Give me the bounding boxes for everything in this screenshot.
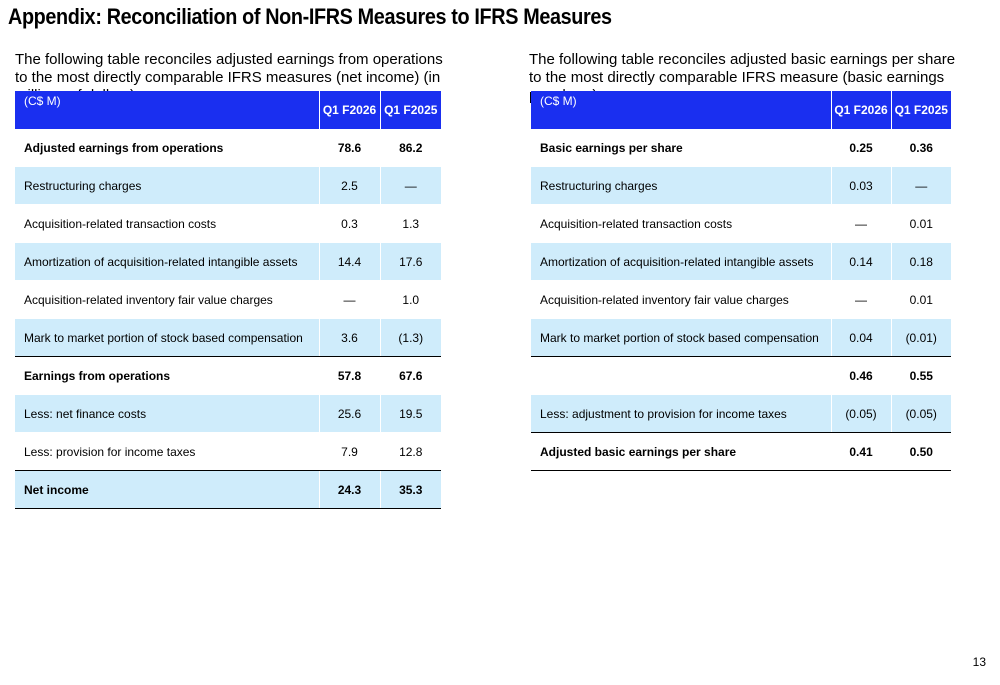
column-header-q1-f2026: Q1 F2026 bbox=[830, 91, 891, 129]
value-q1-f2026: (0.05) bbox=[830, 394, 891, 433]
table-row: Basic earnings per share 0.25 0.36 bbox=[531, 129, 951, 167]
table-row: Acquisition-related transaction costs 0.… bbox=[15, 204, 441, 243]
table-row: Acquisition-related inventory fair value… bbox=[531, 280, 951, 319]
row-label: Mark to market portion of stock based co… bbox=[15, 318, 319, 357]
page-title: Appendix: Reconciliation of Non-IFRS Mea… bbox=[8, 4, 612, 29]
eps-reconciliation-table: (C$ M) Q1 F2026 Q1 F2025 Basic earnings … bbox=[531, 91, 951, 471]
row-label: Amortization of acquisition-related inta… bbox=[531, 242, 831, 281]
table-row: Amortization of acquisition-related inta… bbox=[531, 242, 951, 281]
value-q1-f2026: 78.6 bbox=[318, 129, 380, 167]
column-header-q1-f2025: Q1 F2025 bbox=[890, 91, 951, 129]
table-row-subtotal: 0.46 0.55 bbox=[531, 356, 951, 395]
value-q1-f2026: 14.4 bbox=[318, 242, 380, 281]
row-label: Acquisition-related transaction costs bbox=[15, 204, 319, 243]
row-label: Acquisition-related inventory fair value… bbox=[15, 280, 319, 319]
value-q1-f2025: (1.3) bbox=[379, 318, 441, 357]
value-q1-f2026: 2.5 bbox=[318, 166, 380, 205]
table-row: Earnings from operations 57.8 67.6 bbox=[15, 356, 441, 395]
table-row: Amortization of acquisition-related inta… bbox=[15, 242, 441, 281]
table-row: Less: adjustment to provision for income… bbox=[531, 394, 951, 433]
row-label: Earnings from operations bbox=[15, 356, 319, 395]
value-q1-f2025: (0.01) bbox=[890, 318, 951, 357]
value-q1-f2025: 1.0 bbox=[379, 280, 441, 319]
page-number: 13 bbox=[972, 655, 986, 669]
value-q1-f2026: 25.6 bbox=[318, 394, 380, 433]
value-q1-f2026: 0.3 bbox=[318, 204, 380, 243]
value-q1-f2026: 24.3 bbox=[318, 470, 380, 509]
value-q1-f2026: 0.03 bbox=[830, 166, 891, 205]
value-q1-f2025: 35.3 bbox=[379, 470, 441, 509]
value-q1-f2025: 0.01 bbox=[890, 280, 951, 319]
value-q1-f2025: 0.55 bbox=[890, 356, 951, 395]
value-q1-f2026: 3.6 bbox=[318, 318, 380, 357]
value-q1-f2025: 0.01 bbox=[890, 204, 951, 243]
row-label: Restructuring charges bbox=[15, 166, 319, 205]
row-label: Amortization of acquisition-related inta… bbox=[15, 242, 319, 281]
value-q1-f2026: 0.04 bbox=[830, 318, 891, 357]
table-row-total: Adjusted basic earnings per share 0.41 0… bbox=[531, 432, 951, 471]
table-row: Mark to market portion of stock based co… bbox=[531, 318, 951, 357]
value-q1-f2026: — bbox=[318, 280, 380, 319]
value-q1-f2026: 0.41 bbox=[830, 432, 891, 471]
table-row: Mark to market portion of stock based co… bbox=[15, 318, 441, 357]
column-header-q1-f2026: Q1 F2026 bbox=[318, 91, 380, 129]
row-label: Acquisition-related transaction costs bbox=[531, 204, 831, 243]
value-q1-f2025: 19.5 bbox=[379, 394, 441, 433]
row-label: Net income bbox=[15, 470, 319, 509]
value-q1-f2026: — bbox=[830, 204, 891, 243]
value-q1-f2026: 0.25 bbox=[830, 129, 891, 167]
row-label: Less: provision for income taxes bbox=[15, 432, 319, 471]
column-header-q1-f2025: Q1 F2025 bbox=[379, 91, 441, 129]
value-q1-f2025: 67.6 bbox=[379, 356, 441, 395]
row-label bbox=[531, 356, 831, 395]
table-row: Adjusted earnings from operations 78.6 8… bbox=[15, 129, 441, 167]
table-header-row: (C$ M) Q1 F2026 Q1 F2025 bbox=[531, 91, 951, 129]
net-income-reconciliation-table: (C$ M) Q1 F2026 Q1 F2025 Adjusted earnin… bbox=[15, 91, 441, 509]
value-q1-f2025: 17.6 bbox=[379, 242, 441, 281]
value-q1-f2025: 86.2 bbox=[379, 129, 441, 167]
value-q1-f2026: 7.9 bbox=[318, 432, 380, 471]
value-q1-f2025: 12.8 bbox=[379, 432, 441, 471]
value-q1-f2026: 0.46 bbox=[830, 356, 891, 395]
row-label: Less: adjustment to provision for income… bbox=[531, 394, 831, 433]
table-row: Restructuring charges 0.03 — bbox=[531, 166, 951, 205]
table-row: Less: net finance costs 25.6 19.5 bbox=[15, 394, 441, 433]
unit-label: (C$ M) bbox=[531, 91, 831, 129]
table-row-total: Net income 24.3 35.3 bbox=[15, 470, 441, 509]
value-q1-f2026: 57.8 bbox=[318, 356, 380, 395]
table-row: Restructuring charges 2.5 — bbox=[15, 166, 441, 205]
row-label: Acquisition-related inventory fair value… bbox=[531, 280, 831, 319]
table-header-row: (C$ M) Q1 F2026 Q1 F2025 bbox=[15, 91, 441, 129]
value-q1-f2025: — bbox=[890, 166, 951, 205]
value-q1-f2025: 0.50 bbox=[890, 432, 951, 471]
table-row: Less: provision for income taxes 7.9 12.… bbox=[15, 432, 441, 471]
row-label: Restructuring charges bbox=[531, 166, 831, 205]
row-label: Less: net finance costs bbox=[15, 394, 319, 433]
value-q1-f2026: — bbox=[830, 280, 891, 319]
row-label: Basic earnings per share bbox=[531, 129, 831, 167]
value-q1-f2026: 0.14 bbox=[830, 242, 891, 281]
value-q1-f2025: 0.18 bbox=[890, 242, 951, 281]
value-q1-f2025: — bbox=[379, 166, 441, 205]
value-q1-f2025: (0.05) bbox=[890, 394, 951, 433]
value-q1-f2025: 1.3 bbox=[379, 204, 441, 243]
row-label: Adjusted basic earnings per share bbox=[531, 432, 831, 471]
unit-label: (C$ M) bbox=[15, 91, 319, 129]
row-label: Adjusted earnings from operations bbox=[15, 129, 319, 167]
table-row: Acquisition-related inventory fair value… bbox=[15, 280, 441, 319]
row-label: Mark to market portion of stock based co… bbox=[531, 318, 831, 357]
table-row: Acquisition-related transaction costs — … bbox=[531, 204, 951, 243]
value-q1-f2025: 0.36 bbox=[890, 129, 951, 167]
